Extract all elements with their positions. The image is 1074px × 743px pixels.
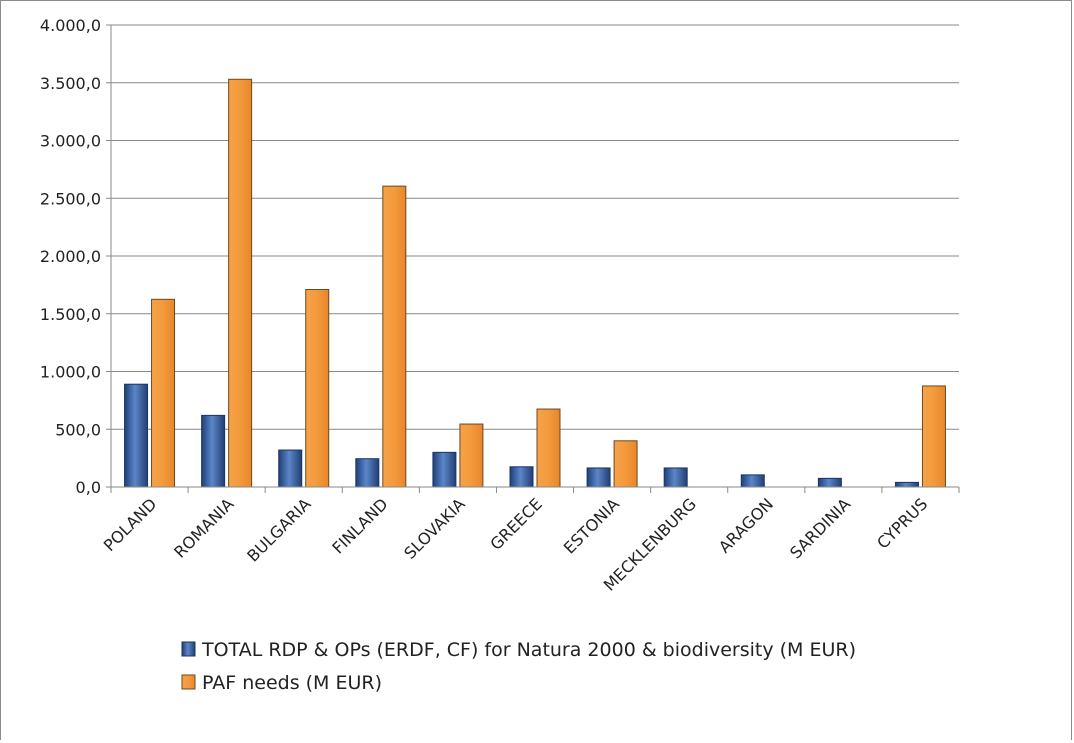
x-tick-label: POLAND <box>100 494 161 555</box>
legend-label: PAF needs (M EUR) <box>202 672 382 694</box>
legend-swatch-total-rdp-ops <box>181 641 196 657</box>
x-axis-labels: POLAND ROMANIA BULGARIA FINLAND SLOVAKIA GREE… <box>100 494 932 594</box>
bar-total-rdp-ops <box>432 451 457 488</box>
bar-total-rdp-ops <box>740 474 765 488</box>
y-tick-label: 500,0 <box>55 420 101 439</box>
y-tick-label: 3.000,0 <box>40 132 101 151</box>
x-tick-label: CYPRUS <box>873 494 931 552</box>
y-tick-label: 0,0 <box>76 478 101 497</box>
legend-label: TOTAL RDP & OPs (ERDF, CF) for Natura 20… <box>201 639 856 661</box>
bar-total-rdp-ops <box>586 467 611 488</box>
bar-total-rdp-ops <box>278 449 303 488</box>
bar-paf-needs <box>305 288 330 488</box>
bar-total-rdp-ops <box>124 383 149 488</box>
y-tick-label: 1.500,0 <box>40 305 101 324</box>
legend-swatch-paf-needs <box>181 674 196 690</box>
y-tick-label: 1.000,0 <box>40 363 101 382</box>
x-tick-label: ROMANIA <box>170 494 237 561</box>
bar-total-rdp-ops <box>355 458 380 488</box>
bar-paf-needs <box>382 185 407 488</box>
x-tick-label: SARDINIA <box>786 494 854 562</box>
bar-total-rdp-ops <box>509 466 534 488</box>
x-tick-label: SLOVAKIA <box>400 494 469 563</box>
x-tick-label: ARAGON <box>715 494 777 556</box>
y-tick-label: 2.500,0 <box>40 189 101 208</box>
x-tick-label: ESTONIA <box>560 494 623 557</box>
y-tick-label: 3.500,0 <box>40 74 101 93</box>
bar-total-rdp-ops <box>894 481 919 488</box>
bar-paf-needs <box>228 78 253 488</box>
x-tick-label: BULGARIA <box>243 494 314 565</box>
legend: TOTAL RDP & OPs (ERDF, CF) for Natura 20… <box>181 639 856 694</box>
bar-paf-needs <box>151 298 176 488</box>
y-tick-label: 4.000,0 <box>40 16 101 35</box>
x-tick-label: GREECE <box>486 494 545 553</box>
bar-paf-needs <box>613 440 638 488</box>
bar-paf-needs <box>536 408 561 488</box>
bar-total-rdp-ops <box>201 414 226 488</box>
bar-paf-needs <box>459 423 484 488</box>
gridlines <box>111 24 959 430</box>
bar-total-rdp-ops <box>663 467 688 488</box>
axes <box>110 25 960 493</box>
x-tick-label: FINLAND <box>328 494 391 557</box>
y-tick-label: 2.000,0 <box>40 247 101 266</box>
bar-total-rdp-ops <box>817 477 842 488</box>
bar-paf-needs <box>921 385 946 488</box>
y-axis-ticks: 0,0 500,0 1.000,0 1.500,0 2.000,0 2.500,0 3.00… <box>40 16 111 497</box>
